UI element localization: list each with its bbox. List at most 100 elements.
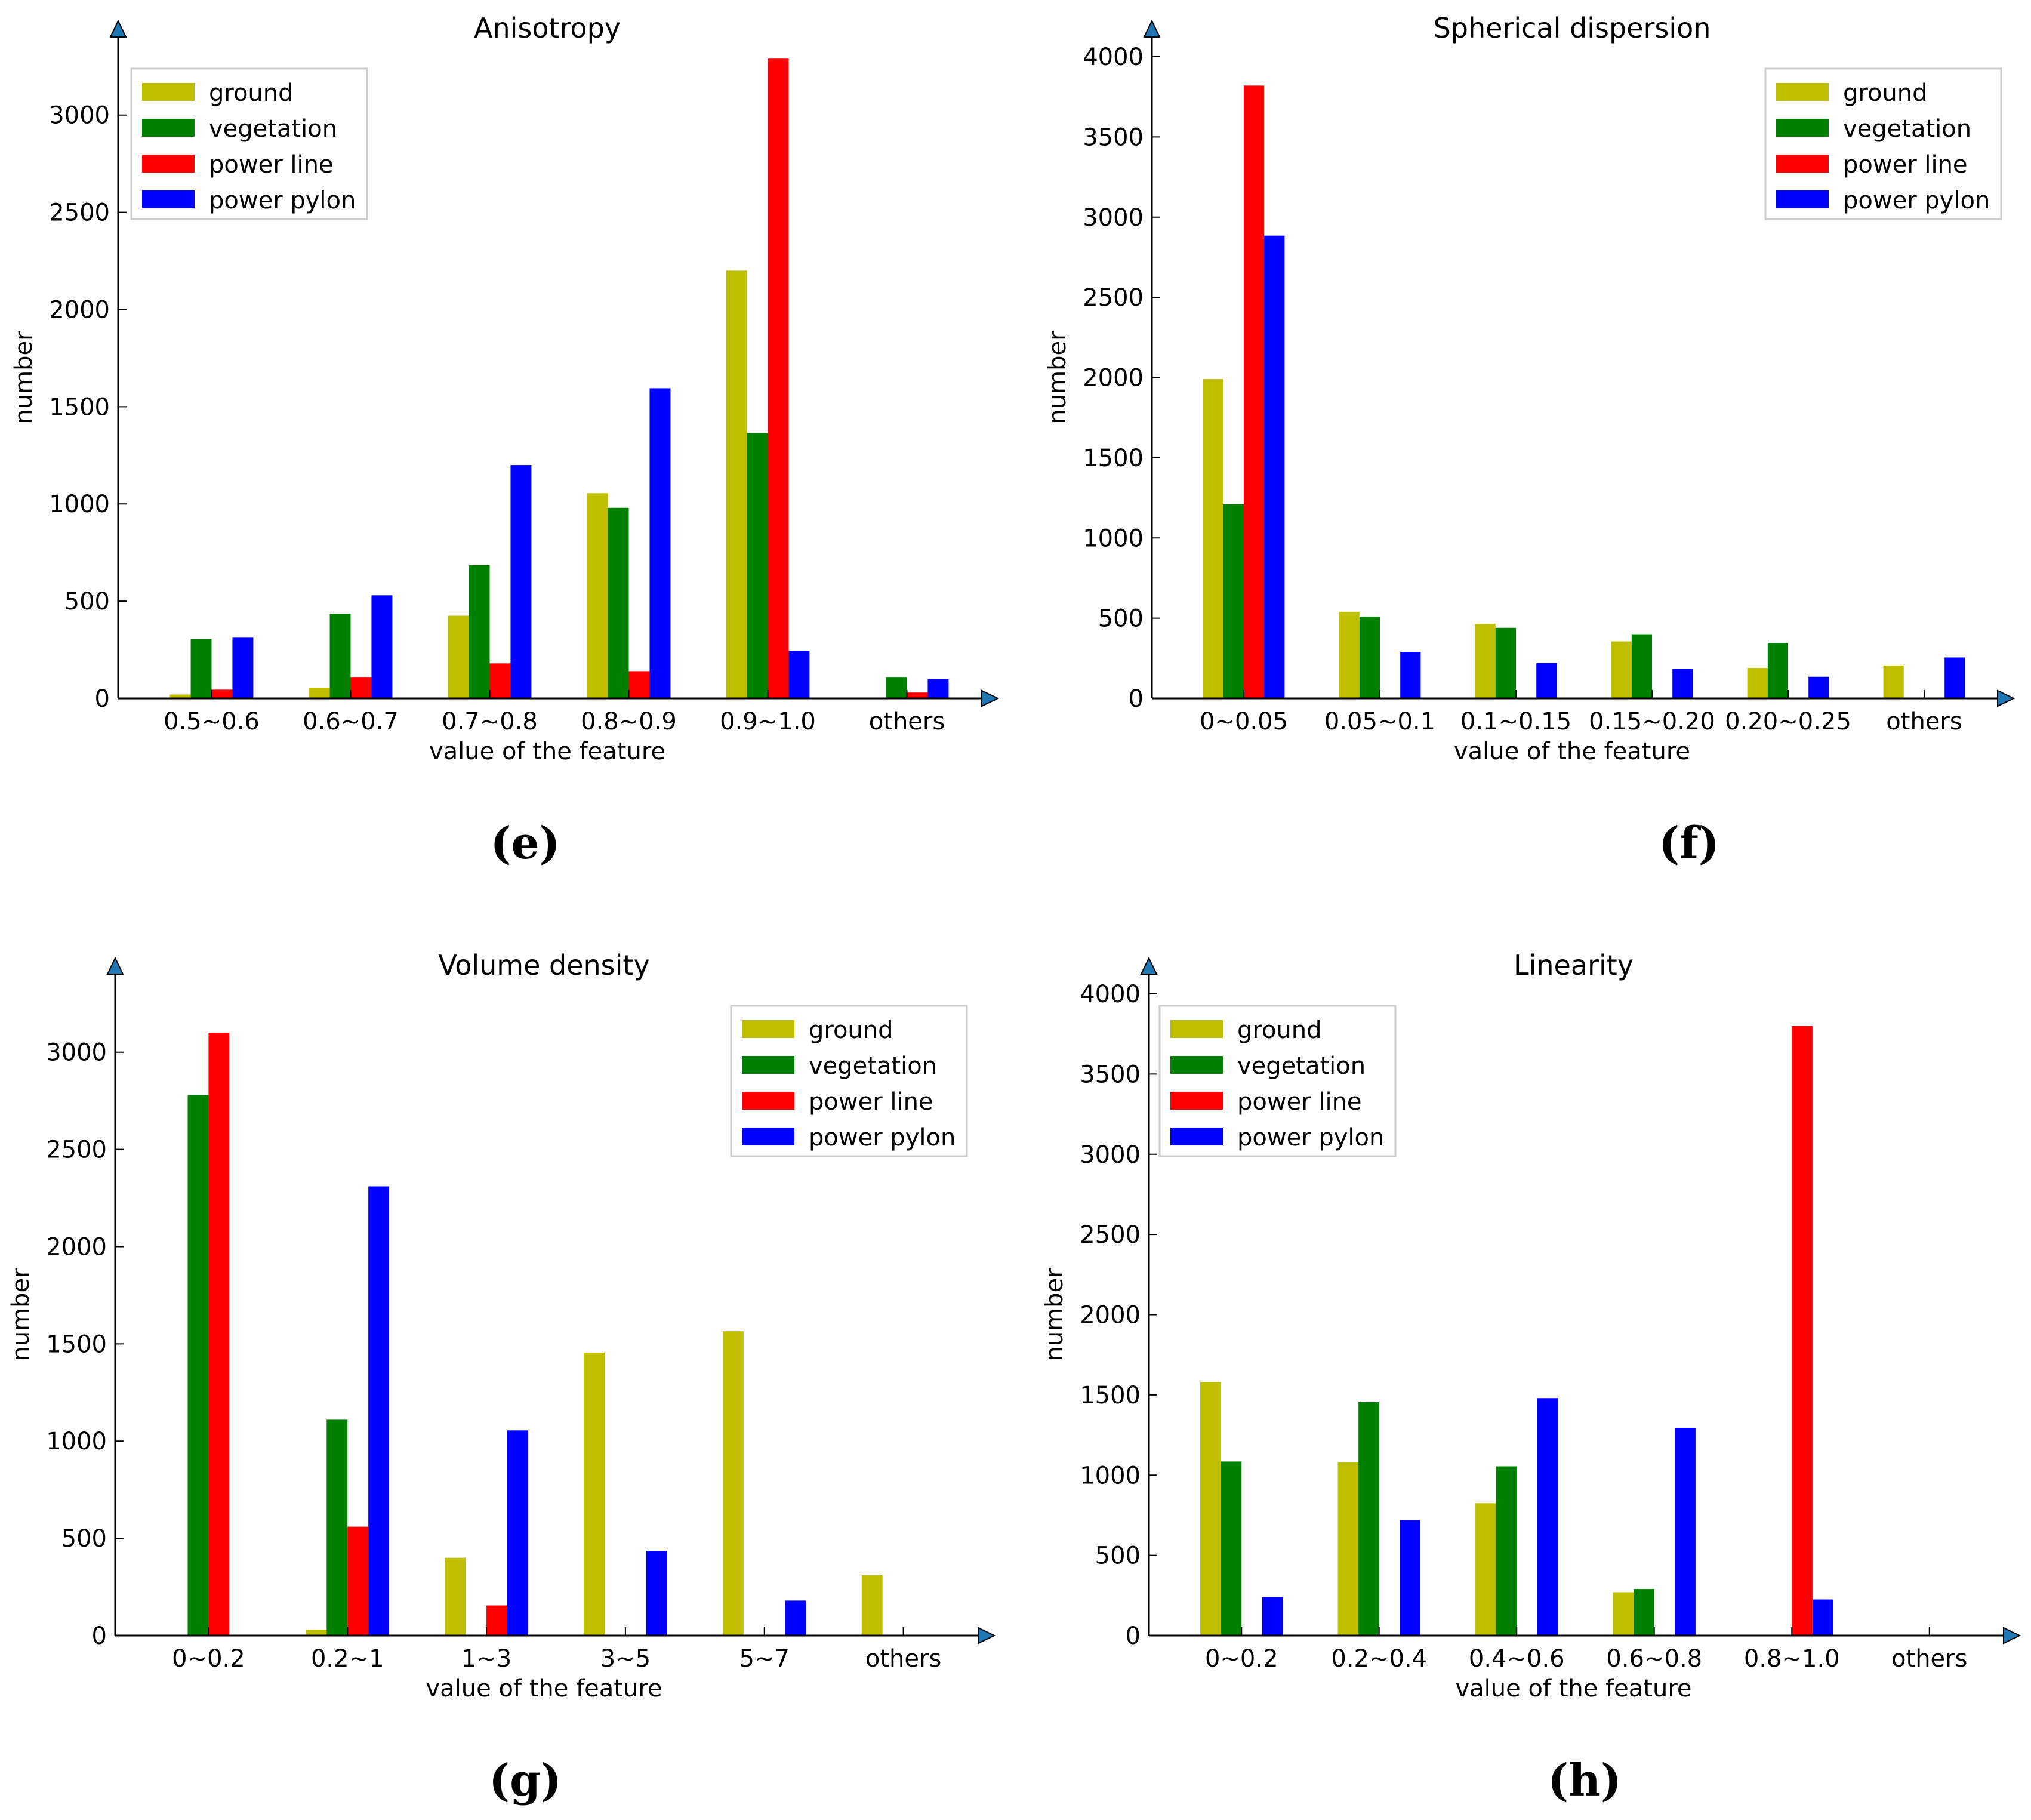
- bar-ground-0-15-0-20: [1611, 641, 1632, 698]
- y-tick-label: 4000: [1083, 44, 1144, 71]
- bar-power-pylon-3-5: [646, 1551, 667, 1636]
- x-tick-label: 3~5: [600, 1645, 651, 1673]
- legend-label-power-pylon: power pylon: [209, 187, 356, 214]
- bar-vegetation-0-9-1-0: [747, 433, 768, 698]
- legend-swatch-vegetation: [1170, 1056, 1223, 1074]
- chart-title: Volume density: [438, 949, 649, 981]
- y-tick-label: 500: [64, 588, 110, 615]
- legend-label-ground: ground: [809, 1017, 893, 1044]
- y-tick-label: 2500: [46, 1137, 107, 1164]
- legend-swatch-power-pylon: [1170, 1128, 1223, 1145]
- bar-power-line-0-5-0-6: [211, 689, 233, 698]
- legend-label-power-pylon: power pylon: [1843, 187, 1990, 214]
- bar-power-pylon-0-5-0-6: [232, 637, 254, 698]
- y-tick-label: 2500: [1083, 284, 1144, 312]
- bar-ground-0-20-0-25: [1747, 667, 1768, 698]
- bar-vegetation-0-05-0-1: [1359, 616, 1380, 698]
- bar-power-pylon-0-2-0-4: [1400, 1520, 1420, 1636]
- bar-power-pylon-1-3: [507, 1430, 528, 1636]
- bar-power-pylon-0-1-0-15: [1536, 663, 1557, 698]
- bar-power-pylon-0-4-0-6: [1537, 1398, 1558, 1636]
- x-tick-label: 0.05~0.1: [1324, 708, 1435, 735]
- bar-power-line-0-2-1: [347, 1526, 369, 1636]
- bar-power-pylon-0-0-2: [1262, 1597, 1283, 1636]
- legend-label-vegetation: vegetation: [1843, 115, 1971, 143]
- y-tick-label: 3500: [1083, 124, 1144, 151]
- bar-power-pylon-0-6-0-8: [1675, 1427, 1696, 1636]
- y-tick-label: 0: [1126, 1622, 1141, 1650]
- x-tick-label: 0.8~1.0: [1744, 1645, 1840, 1673]
- legend-label-vegetation: vegetation: [809, 1052, 937, 1080]
- y-tick-label: 1000: [1083, 525, 1144, 552]
- x-tick-label: 0.2~0.4: [1331, 1645, 1427, 1673]
- legend-swatch-power-line: [742, 1092, 794, 1110]
- legend-label-power-line: power line: [1843, 151, 1968, 178]
- y-axis-arrow: [109, 19, 127, 38]
- y-tick-label: 3000: [49, 102, 110, 130]
- bar-power-line-0-7-0-8: [489, 663, 511, 698]
- chart-title: Spherical dispersion: [1434, 12, 1711, 44]
- y-tick-label: 3500: [1080, 1061, 1141, 1088]
- caption-f: (f): [1659, 818, 1719, 869]
- bar-ground-0-4-0-6: [1475, 1503, 1496, 1636]
- bar-vegetation-0-0-2: [1221, 1461, 1242, 1636]
- legend-label-power-pylon: power pylon: [1237, 1124, 1384, 1151]
- x-tick-label: 0.20~0.25: [1725, 708, 1851, 735]
- legend-swatch-ground: [1776, 83, 1829, 101]
- caption-g: (g): [489, 1755, 562, 1806]
- bar-vegetation-0-6-0-8: [1634, 1589, 1654, 1636]
- legend-swatch-vegetation: [742, 1056, 794, 1074]
- y-tick-label: 1000: [49, 491, 110, 518]
- legend-swatch-power-line: [142, 155, 195, 173]
- bar-power-line-0-8-1-0: [1792, 1026, 1813, 1636]
- legend-label-power-pylon: power pylon: [809, 1124, 956, 1151]
- legend-swatch-ground: [742, 1020, 794, 1038]
- bar-ground-0-2-1: [306, 1630, 327, 1636]
- legend-label-vegetation: vegetation: [1237, 1052, 1366, 1080]
- x-tick-label: others: [1886, 708, 1962, 735]
- x-tick-label: 0~0.05: [1200, 708, 1288, 735]
- bar-power-line-1-3: [486, 1605, 508, 1636]
- bar-power-pylon-0-15-0-20: [1672, 669, 1693, 698]
- x-axis-arrow: [1997, 689, 2015, 707]
- bar-power-pylon-0-7-0-8: [510, 465, 532, 698]
- bar-power-line-0-0-05: [1244, 85, 1265, 698]
- bar-vegetation-0-6-0-7: [329, 614, 351, 698]
- y-tick-label: 2000: [1080, 1302, 1141, 1329]
- bar-ground-0-5-0-6: [169, 694, 191, 698]
- y-tick-label: 1500: [49, 393, 110, 421]
- bar-ground-0-0-2: [1200, 1382, 1221, 1636]
- y-tick-label: 0: [1129, 685, 1144, 713]
- bar-power-pylon-0-0-05: [1264, 235, 1285, 698]
- legend-swatch-vegetation: [1776, 119, 1829, 137]
- x-axis-label: value of the feature: [429, 738, 665, 765]
- y-axis-arrow: [1143, 19, 1161, 38]
- bar-ground-5-7: [722, 1331, 744, 1636]
- bar-power-pylon-others: [1944, 657, 1965, 698]
- y-tick-label: 1000: [46, 1428, 107, 1455]
- y-tick-label: 4000: [1080, 981, 1141, 1008]
- legend-label-power-line: power line: [1237, 1088, 1362, 1116]
- x-tick-label: 0.6~0.8: [1606, 1645, 1702, 1673]
- bar-power-pylon-0-2-1: [368, 1186, 390, 1636]
- legend-swatch-vegetation: [142, 119, 195, 137]
- x-tick-label: 0.4~0.6: [1469, 1645, 1565, 1673]
- legend-label-power-line: power line: [809, 1088, 933, 1116]
- y-tick-label: 2000: [49, 296, 110, 324]
- bar-vegetation-0-2-1: [326, 1419, 348, 1636]
- x-tick-label: 0.6~0.7: [303, 708, 399, 735]
- y-axis-arrow: [1140, 956, 1158, 975]
- bar-vegetation-0-5-0-6: [190, 639, 212, 698]
- bar-power-pylon-0-6-0-7: [371, 595, 393, 698]
- x-tick-label: others: [865, 1645, 941, 1673]
- x-tick-label: 0.2~1: [311, 1645, 384, 1673]
- bar-power-line-0-6-0-7: [350, 677, 372, 698]
- x-tick-label: 0.5~0.6: [164, 708, 260, 735]
- y-tick-label: 500: [1095, 1542, 1141, 1570]
- x-tick-label: 0~0.2: [1205, 1645, 1278, 1673]
- bar-ground-0-6-0-7: [309, 688, 330, 698]
- y-axis-arrow: [106, 956, 124, 975]
